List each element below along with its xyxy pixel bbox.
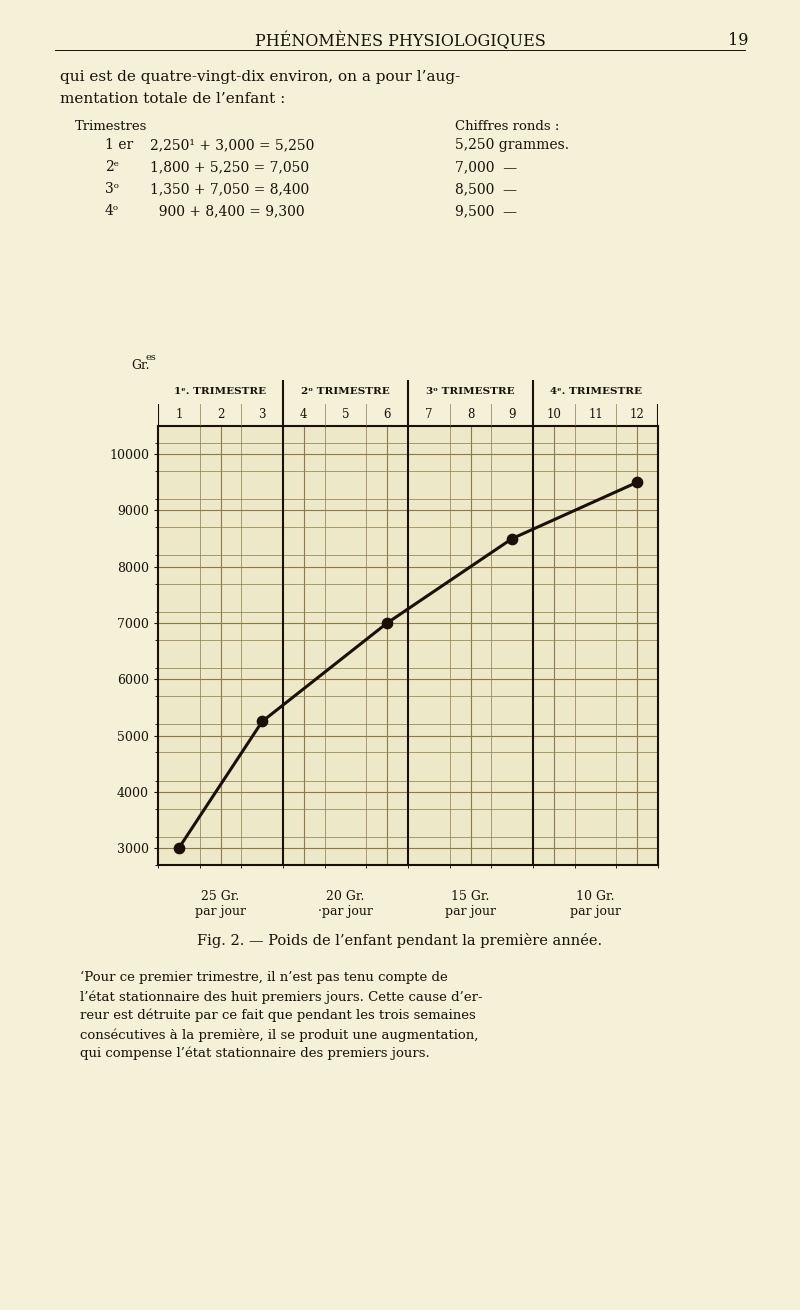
Text: 3ᵒ TRIMESTRE: 3ᵒ TRIMESTRE: [426, 386, 515, 396]
Text: 5: 5: [342, 409, 350, 422]
Text: Gr.: Gr.: [131, 359, 150, 372]
Text: 4ᵉ. TRIMESTRE: 4ᵉ. TRIMESTRE: [550, 386, 642, 396]
Text: 10: 10: [546, 409, 562, 422]
Text: par jour: par jour: [195, 905, 246, 918]
Text: 8: 8: [467, 409, 474, 422]
Point: [256, 711, 269, 732]
Text: ·par jour: ·par jour: [318, 905, 373, 918]
Text: Chiffres ronds :: Chiffres ronds :: [455, 121, 559, 134]
Text: PHÉNOMÈNES PHYSIOLOGIQUES: PHÉNOMÈNES PHYSIOLOGIQUES: [254, 31, 546, 50]
Text: 11: 11: [588, 409, 603, 422]
Text: 15 Gr.: 15 Gr.: [451, 889, 490, 903]
Text: 1ᵉ. TRIMESTRE: 1ᵉ. TRIMESTRE: [174, 386, 266, 396]
Text: 10 Gr.: 10 Gr.: [576, 889, 614, 903]
Text: 2ᵉ: 2ᵉ: [105, 160, 119, 174]
Point: [630, 472, 643, 493]
Text: qui est de quatre-vingt-dix environ, on a pour l’aug-: qui est de quatre-vingt-dix environ, on …: [60, 69, 460, 84]
Text: 19: 19: [727, 31, 748, 48]
Text: 4ᵒ: 4ᵒ: [105, 204, 119, 217]
Text: 900 + 8,400 = 9,300: 900 + 8,400 = 9,300: [150, 204, 305, 217]
Text: 2ᵒ TRIMESTRE: 2ᵒ TRIMESTRE: [301, 386, 390, 396]
Point: [381, 613, 394, 634]
Text: 2,250¹ + 3,000 = 5,250: 2,250¹ + 3,000 = 5,250: [150, 138, 314, 152]
Point: [506, 528, 518, 549]
Text: 8,500  —: 8,500 —: [455, 182, 517, 196]
Text: 1: 1: [175, 409, 182, 422]
Text: 6: 6: [383, 409, 391, 422]
Text: 20 Gr.: 20 Gr.: [326, 889, 365, 903]
Text: 5,250 grammes.: 5,250 grammes.: [455, 138, 569, 152]
Text: par jour: par jour: [570, 905, 621, 918]
Text: 25 Gr.: 25 Gr.: [202, 889, 240, 903]
Text: Fig. 2. — Poids de l’enfant pendant la première année.: Fig. 2. — Poids de l’enfant pendant la p…: [198, 933, 602, 948]
Text: 12: 12: [630, 409, 645, 422]
Text: 7,000  —: 7,000 —: [455, 160, 517, 174]
Text: 1,800 + 5,250 = 7,050: 1,800 + 5,250 = 7,050: [150, 160, 309, 174]
Text: 1,350 + 7,050 = 8,400: 1,350 + 7,050 = 8,400: [150, 182, 310, 196]
Text: 4: 4: [300, 409, 307, 422]
Text: mentation totale de l’enfant :: mentation totale de l’enfant :: [60, 92, 286, 106]
Text: es: es: [146, 352, 156, 362]
Text: reur est détruite par ce fait que pendant les trois semaines: reur est détruite par ce fait que pendan…: [80, 1009, 476, 1023]
Text: 1 er: 1 er: [105, 138, 134, 152]
Text: 2: 2: [217, 409, 224, 422]
Point: [173, 837, 186, 858]
Text: 3ᵒ: 3ᵒ: [105, 182, 119, 196]
Text: ‘Pour ce premier trimestre, il n’est pas tenu compte de: ‘Pour ce premier trimestre, il n’est pas…: [80, 971, 448, 984]
Text: 9,500  —: 9,500 —: [455, 204, 517, 217]
Text: 3: 3: [258, 409, 266, 422]
Text: 7: 7: [425, 409, 433, 422]
Text: consécutives à la première, il se produit une augmentation,: consécutives à la première, il se produi…: [80, 1028, 478, 1041]
Text: 9: 9: [509, 409, 516, 422]
Text: qui compense l’état stationnaire des premiers jours.: qui compense l’état stationnaire des pre…: [80, 1047, 430, 1061]
Text: l’état stationnaire des huit premiers jours. Cette cause d’er-: l’état stationnaire des huit premiers jo…: [80, 990, 482, 1003]
Text: Trimestres: Trimestres: [75, 121, 147, 134]
Text: par jour: par jour: [445, 905, 496, 918]
